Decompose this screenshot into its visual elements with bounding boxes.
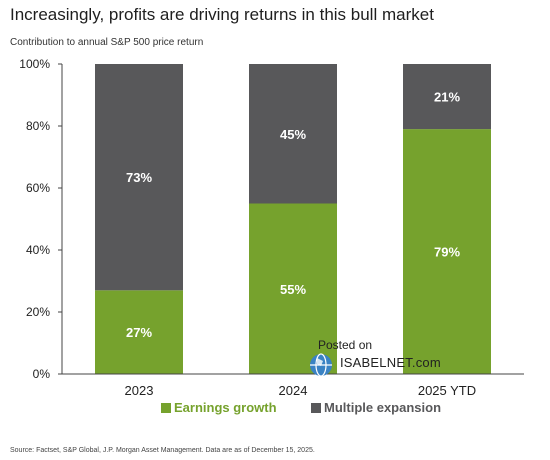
bar-data-label: 55% [280, 282, 306, 297]
legend-label: Earnings growth [174, 400, 277, 415]
y-tick-label: 80% [26, 119, 50, 133]
x-tick-label: 2023 [125, 383, 154, 398]
bar-earnings-2 [403, 129, 491, 374]
bar-data-label: 27% [126, 325, 152, 340]
y-tick-label: 0% [33, 367, 51, 381]
y-tick-label: 100% [19, 57, 50, 71]
chart-title: Increasingly, profits are driving return… [10, 5, 434, 24]
source-note: Source: Factset, S&P Global, J.P. Morgan… [10, 447, 315, 454]
y-tick-label: 60% [26, 181, 50, 195]
legend-label: Multiple expansion [324, 400, 441, 415]
bar-multiple-1 [249, 64, 337, 204]
bar-data-label: 79% [434, 245, 460, 260]
bar-multiple-2 [403, 64, 491, 130]
bar-data-label: 21% [434, 90, 460, 105]
bar-multiple-0 [95, 64, 183, 291]
legend-swatch [311, 403, 321, 413]
bar-data-label: 45% [280, 127, 306, 142]
globe-logo-icon [310, 353, 332, 377]
y-tick-label: 20% [26, 305, 50, 319]
bar-earnings-0 [95, 290, 183, 374]
bar-earnings-1 [249, 203, 337, 374]
bar-data-label: 73% [126, 170, 152, 185]
y-tick-label: 40% [26, 243, 50, 257]
x-tick-label: 2024 [279, 383, 308, 398]
watermark-site-text: ISABELNET.com [340, 355, 441, 370]
chart-subtitle: Contribution to annual S&P 500 price ret… [10, 37, 204, 48]
legend-swatch [161, 403, 171, 413]
watermark-posted-text: Posted on [318, 338, 373, 352]
x-tick-label: 2025 YTD [418, 383, 476, 398]
